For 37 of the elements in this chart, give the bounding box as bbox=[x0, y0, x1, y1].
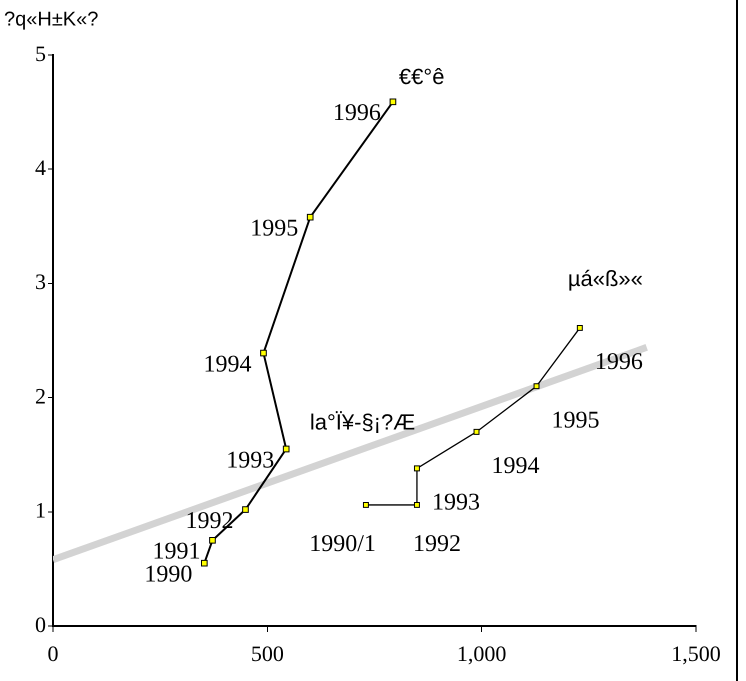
y-tick-label: 2 bbox=[35, 383, 46, 408]
point bbox=[306, 214, 314, 220]
annotation: 1996 bbox=[332, 100, 381, 126]
point bbox=[474, 428, 480, 435]
y-tick-label: 4 bbox=[35, 154, 46, 180]
x-tick-label: 1,500 bbox=[671, 640, 721, 666]
y-tick-label: 0 bbox=[35, 612, 46, 637]
series-label: la°Ï¥-§¡?Æ bbox=[310, 410, 416, 435]
annotation: 1995 bbox=[250, 215, 298, 242]
point bbox=[242, 506, 249, 513]
annotation: 1995 bbox=[552, 407, 600, 434]
annotation: 1996 bbox=[594, 349, 643, 376]
annotation: 1994 bbox=[492, 453, 540, 480]
point bbox=[534, 383, 540, 390]
annotation: 1992 bbox=[412, 531, 461, 558]
point bbox=[282, 446, 290, 452]
point bbox=[390, 98, 396, 106]
point bbox=[260, 350, 267, 356]
point bbox=[576, 324, 583, 331]
y-tick-label: 3 bbox=[35, 269, 46, 294]
annotation: 1992 bbox=[185, 508, 234, 534]
annotation: 1993 bbox=[226, 447, 274, 474]
annotation: 1990/1 bbox=[309, 531, 376, 558]
point bbox=[414, 465, 420, 472]
y-tick-label: 5 bbox=[35, 40, 46, 66]
point bbox=[200, 560, 208, 567]
point bbox=[414, 502, 420, 508]
x-tick-label: 1,000 bbox=[456, 640, 506, 666]
point bbox=[362, 502, 369, 508]
series-label: €€°ê bbox=[398, 64, 444, 89]
series-label: µá«ß»« bbox=[568, 266, 643, 291]
point bbox=[209, 537, 216, 544]
annotation: 1993 bbox=[432, 490, 480, 516]
y-tick-label: 1 bbox=[35, 498, 46, 523]
y-axis-title: ?q«H±K«? bbox=[4, 8, 98, 31]
x-tick-label: 500 bbox=[250, 640, 284, 666]
annotation: 1994 bbox=[203, 351, 252, 378]
